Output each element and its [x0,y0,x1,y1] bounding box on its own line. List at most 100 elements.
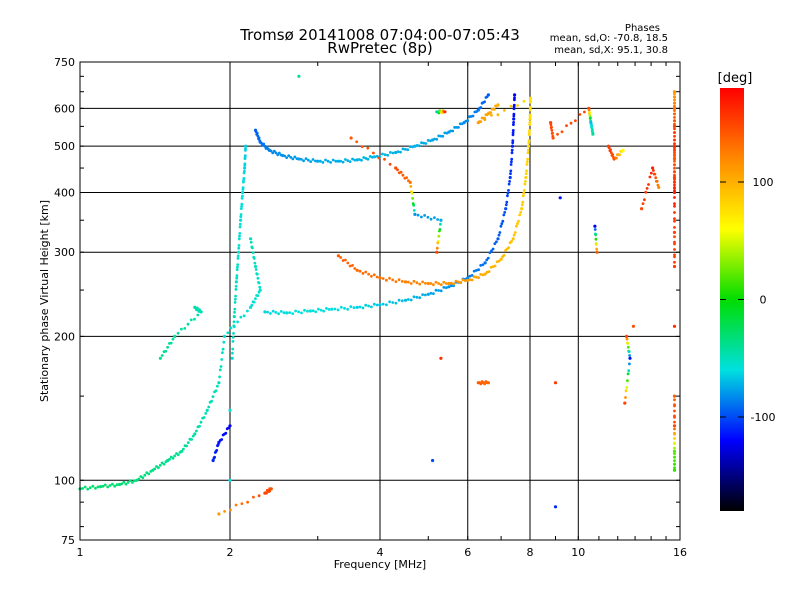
echo-point [201,416,205,420]
echo-point [385,278,388,282]
echo-point [271,151,275,155]
echo-point [615,156,618,160]
y-tick-label: 750 [54,56,75,69]
echo-point [355,268,359,272]
echo-point [375,154,379,158]
echo-point [595,243,598,246]
echo-point [241,194,244,198]
echo-point [673,432,676,436]
echo-point [609,151,613,155]
echo-point [228,478,232,482]
echo-point [368,155,372,158]
echo-point [199,420,203,424]
echo-point [624,396,627,399]
echo-point [205,408,209,412]
echo-point [512,233,516,237]
echo-point [457,126,460,129]
echo-point [509,172,512,176]
echo-point [330,307,334,311]
echo-point [329,161,332,164]
echo-point [83,485,87,489]
echo-point [625,337,629,341]
echo-point [673,211,676,214]
echo-point [624,389,628,393]
echo-point [257,136,261,140]
echo-point [551,136,555,140]
echo-point [131,481,134,484]
echo-point [490,113,493,117]
echo-point [353,158,357,162]
echo-point [327,308,331,311]
echo-point [507,182,511,186]
echo-point [346,307,349,311]
echo-point [399,150,402,154]
echo-point [413,212,417,216]
echo-point [511,129,515,132]
echo-point [94,486,97,490]
echo-point [143,473,147,477]
echo-point [433,216,436,220]
echo-point [498,231,502,234]
echo-point [124,482,128,486]
echo-point [304,157,308,161]
echo-point [673,138,676,142]
echo-point [493,264,497,268]
echo-point [672,264,677,269]
echo-point [435,250,439,254]
echo-point [529,99,532,103]
echo-point [479,120,483,123]
echo-point [291,157,295,161]
echo-point [528,117,532,121]
stats-line-x: mean, sd,X: 95.1, 30.8 [554,45,668,56]
echo-point [511,141,515,145]
echo-point [372,151,375,155]
echo-point [653,172,657,176]
echo-point [308,309,312,313]
echo-point [249,240,253,244]
echo-point [520,207,524,211]
echo-point [524,175,528,180]
echo-point [437,234,441,238]
echo-point [236,254,240,258]
colorbar-ticks: 100 0 -100 [720,176,775,424]
echo-point [506,191,510,195]
echo-point [253,261,257,265]
echo-point [587,108,591,112]
echo-point [230,356,234,360]
echo-point [277,312,280,316]
echo-point [240,205,244,208]
echo-point [673,455,676,459]
echo-point [231,347,235,351]
echo-point [470,278,474,282]
echo-point [149,470,153,473]
echo-point [360,158,363,162]
echo-point [361,306,365,310]
echo-point [358,158,361,161]
echo-point [527,139,531,143]
echo-point [243,162,247,166]
echo-point [239,213,243,216]
echo-point [505,200,509,204]
echo-point [133,479,137,483]
echo-point [388,276,391,280]
echo-point [628,362,631,366]
echo-point [191,434,195,438]
echo-point [510,240,513,243]
echo-point [232,325,236,329]
echo-point [672,230,677,234]
echo-point [556,132,559,136]
echo-point [273,149,276,153]
echo-point [500,222,504,226]
echo-point [241,186,245,190]
echo-point [429,282,433,285]
echo-point [211,395,215,398]
echo-point [503,109,506,112]
echo-point [234,288,238,291]
echo-point [511,139,515,143]
echo-point [528,123,532,126]
echo-point [168,342,171,345]
echo-point [217,381,221,385]
echo-point [525,160,529,164]
echo-point [504,207,508,211]
echo-point [593,228,597,231]
